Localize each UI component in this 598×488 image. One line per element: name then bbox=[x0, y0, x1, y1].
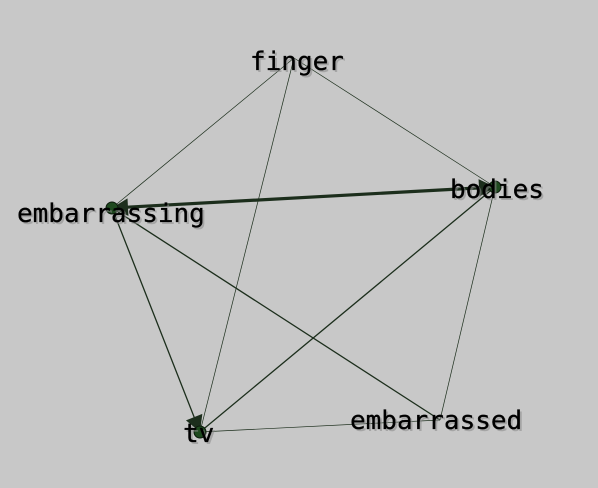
edge-embarrassing-embarrassed bbox=[111, 207, 441, 421]
node-label-shadow-embarrassed: embarrassed bbox=[352, 408, 524, 438]
node-bodies[interactable] bbox=[488, 180, 502, 194]
edge-tv-embarrassed bbox=[199, 419, 441, 433]
edge-bodies-embarrassing bbox=[111, 185, 496, 210]
edge-bodies-tv bbox=[199, 186, 496, 433]
node-label-embarrassing: embarrassing bbox=[17, 199, 205, 229]
node-label-shadow-embarrassing: embarrassing bbox=[19, 201, 207, 231]
node-tv[interactable] bbox=[193, 425, 207, 439]
node-label-shadow-finger: finger bbox=[252, 49, 346, 79]
nodes-layer bbox=[105, 180, 502, 439]
node-label-finger: finger bbox=[250, 47, 344, 77]
node-label-tv: tv bbox=[183, 419, 214, 449]
edges-layer bbox=[111, 57, 496, 433]
node-label-shadow-bodies: bodies bbox=[452, 177, 546, 207]
edge-finger-embarrassing bbox=[111, 57, 295, 209]
edge-embarrassing-tv bbox=[111, 207, 201, 433]
edge-bodies-embarrassed bbox=[439, 186, 496, 421]
node-label-shadow-tv: tv bbox=[185, 421, 216, 451]
node-label-bodies: bodies bbox=[450, 175, 544, 205]
node-embarrassing[interactable] bbox=[105, 201, 119, 215]
arrowhead-embarrassing bbox=[112, 198, 129, 216]
arrowhead-bodies bbox=[478, 179, 495, 197]
node-label-embarrassed: embarrassed bbox=[350, 406, 522, 436]
edge-finger-tv bbox=[199, 57, 295, 433]
labels-layer: fingerfingerbodiesbodiesembarrassingemba… bbox=[17, 47, 546, 451]
edge-finger-bodies bbox=[293, 57, 496, 188]
